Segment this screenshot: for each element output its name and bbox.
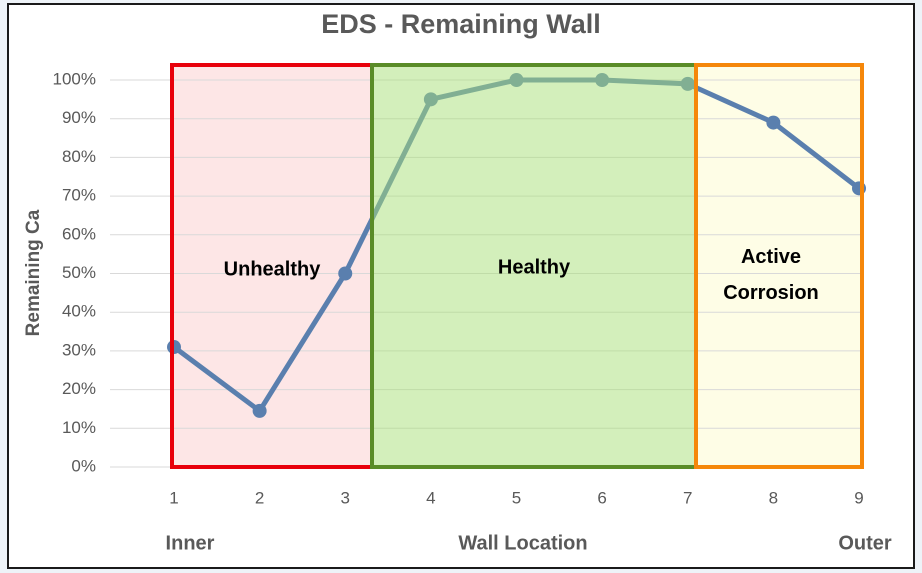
annotation: Unhealthy [224,258,322,280]
under-layer [172,65,862,467]
region-border [694,63,864,469]
x-tick-label: 7 [683,488,692,507]
chart-title: EDS - Remaining Wall [321,9,601,39]
over-layer [170,63,864,469]
data-point [252,403,267,418]
region-fill [372,65,696,467]
x-tick-label: 9 [854,488,863,507]
y-tick-label: 70% [62,186,96,205]
y-tick-label: 40% [62,302,96,321]
region-fill [172,65,372,467]
y-tick-label: 0% [71,456,96,475]
y-tick-label: 20% [62,379,96,398]
x-tick-label: 8 [769,488,778,507]
y-tick-label: 30% [62,340,96,359]
data-point [338,266,353,281]
x-tick-label: 5 [512,488,521,507]
y-tick-label: 100% [53,69,96,88]
x-end-label: Inner [166,532,215,554]
x-tick-label: 3 [341,488,350,507]
y-tick-label: 50% [62,263,96,282]
x-tick-label: 6 [597,488,606,507]
annotation: Healthy [498,256,571,278]
x-tick-label: 1 [169,488,178,507]
y-axis-label: Remaining Ca [23,209,44,336]
annotation: Active Corrosion [723,246,819,304]
x-end-label: Outer [838,532,892,554]
y-tick-label: 90% [62,108,96,127]
data-point [766,115,781,130]
y-tick-label: 10% [62,418,96,437]
region-fill [696,65,862,467]
y-tick-label: 60% [62,224,96,243]
y-tick-label: 80% [62,147,96,166]
x-axis-label: Wall Location [458,532,587,554]
x-tick-label: 4 [426,488,435,507]
x-tick-label: 2 [255,488,264,507]
